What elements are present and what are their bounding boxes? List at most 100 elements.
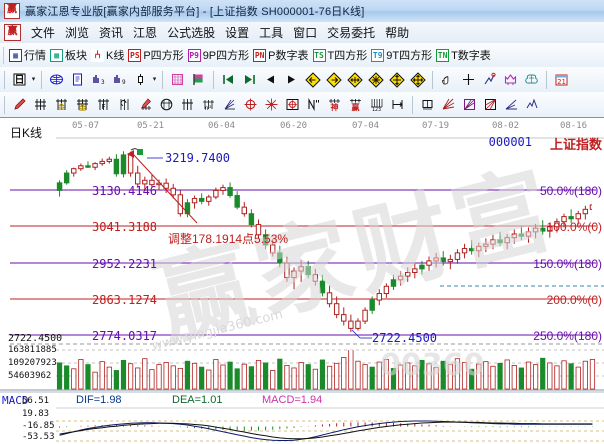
chart-area[interactable]: 赢家财富 www.yingjia360.com 00360 日K线 05-07 …: [0, 117, 604, 444]
menu-item-help[interactable]: 帮助: [385, 26, 410, 40]
menu-item-news[interactable]: 资讯: [99, 26, 124, 40]
star-burst-icon[interactable]: [262, 95, 281, 114]
gann-price-label: 2863.1274: [92, 293, 158, 307]
menu-item-file[interactable]: 文件: [31, 26, 56, 40]
box-fan-icon[interactable]: [481, 95, 500, 114]
clipboard-icon[interactable]: [68, 70, 87, 89]
gann-pct-label: 50.0%(180): [539, 184, 602, 198]
gann-gold-1-icon[interactable]: 金: [52, 95, 71, 114]
toolbar-separator: [213, 70, 214, 89]
pink-cube-icon[interactable]: [168, 70, 187, 89]
menu-item-tools[interactable]: 工具: [259, 26, 284, 40]
menu-item-settings[interactable]: 设置: [225, 26, 250, 40]
number-grid-icon[interactable]: 123: [367, 95, 386, 114]
toolbar-button-9p-square[interactable]: P9 9P四方形: [186, 46, 251, 64]
toolbar-button-kline[interactable]: ⑃ K线: [89, 46, 126, 64]
toolbar-button-t-square[interactable]: TS T四方形: [311, 46, 370, 64]
gann-f-icon[interactable]: F: [94, 95, 113, 114]
toolbar-button-sector[interactable]: ▩ 板块: [48, 46, 89, 64]
crosshair-icon[interactable]: [459, 70, 478, 89]
grid-plain-icon[interactable]: [178, 95, 197, 114]
ying-grid-icon[interactable]: 赢: [346, 95, 365, 114]
n-quote-icon[interactable]: [304, 95, 323, 114]
toolbar-separator: [162, 70, 163, 89]
scissors-curve-icon[interactable]: [480, 70, 499, 89]
globe-net-icon[interactable]: [47, 70, 66, 89]
window-titlebar: 赢 赢家江恩专业版[赢家内部服务平台] - [上证指数 SH000001-76日…: [0, 0, 604, 23]
diamond-h-icon[interactable]: [345, 70, 364, 89]
date-tick: 07-19: [422, 121, 450, 131]
toolbar-button-label: 9P四方形: [202, 50, 250, 62]
toolbar-separator: [432, 70, 433, 89]
last-frame-icon[interactable]: [240, 70, 259, 89]
brain-icon[interactable]: [522, 70, 541, 89]
toolbar-button-p-square[interactable]: PS P四方形: [126, 46, 185, 64]
svg-text:赢: 赢: [352, 102, 360, 112]
zigzag-tool-icon[interactable]: [523, 95, 542, 114]
diamond-move-icon[interactable]: [408, 70, 427, 89]
chart-period-label: 日K线: [10, 126, 43, 140]
kline-small-9-icon[interactable]: 9: [110, 70, 129, 89]
rect-tool-icon[interactable]: [418, 95, 437, 114]
circle-fan-icon[interactable]: [460, 95, 479, 114]
svg-text:n²: n²: [205, 105, 212, 112]
menu-item-gann[interactable]: 江恩: [133, 26, 158, 40]
toolbar-button-label: T数字表: [451, 50, 491, 62]
toolbar-button-p-number-table[interactable]: PN P数字表: [251, 46, 310, 64]
svg-text:F: F: [101, 103, 105, 111]
menu-item-trade-entrust[interactable]: 交易委托: [327, 26, 376, 40]
calendar-day-icon[interactable]: 日: [10, 70, 29, 89]
gann-pct-label: 150.0%(180): [533, 257, 602, 271]
hand-pan-icon[interactable]: [438, 70, 457, 89]
angle-fan-icon[interactable]: [220, 95, 239, 114]
macd-axis-label: 56.51: [22, 396, 50, 406]
gann-spiral-icon[interactable]: [115, 95, 134, 114]
toolbar-button-label: K线: [106, 50, 125, 62]
diamond-v-icon[interactable]: [387, 70, 406, 89]
toolbar-separator: [546, 70, 547, 89]
macd-axis-label: -53.53: [22, 432, 55, 442]
diamond-right-icon[interactable]: [324, 70, 343, 89]
gann-grid-icon[interactable]: [31, 95, 50, 114]
angle-tool-icon[interactable]: [502, 95, 521, 114]
menu-item-formula-stock-pick[interactable]: 公式选股: [167, 26, 216, 40]
fan-lines-icon[interactable]: [439, 95, 458, 114]
target-icon[interactable]: [241, 95, 260, 114]
pen-red-icon[interactable]: [10, 95, 29, 114]
menu-item-browse[interactable]: 浏览: [65, 26, 90, 40]
chevron-down-icon[interactable]: ▾: [31, 76, 36, 83]
first-frame-icon[interactable]: [219, 70, 238, 89]
kline-small-3-icon[interactable]: 3: [89, 70, 108, 89]
toolbar-button-label: 9T四方形: [386, 50, 433, 62]
circle-grid-icon[interactable]: [157, 95, 176, 114]
toolbar-button-9t-square[interactable]: T9 9T四方形: [369, 46, 434, 64]
gann-price-label: 2952.2231: [92, 257, 158, 271]
toolbar-separator: [4, 70, 5, 89]
volume-axis-label: 109207923: [8, 358, 57, 368]
n2-grid-icon[interactable]: n²: [199, 95, 218, 114]
pen-grid-icon[interactable]: [136, 95, 155, 114]
next-arrow-icon[interactable]: [282, 70, 301, 89]
menu-item-window[interactable]: 窗口: [293, 26, 318, 40]
chevron-down-icon-2[interactable]: ▾: [152, 76, 157, 83]
kline-icon: ⑃: [91, 48, 104, 62]
main-toolbar: ▦ 行情 ▩ 板块 ⑃ K线 PS P四方形 P9 9P四方形 PN P数字表 …: [0, 43, 604, 68]
grid-icon: ▦: [9, 48, 22, 62]
dashed-guides: [10, 285, 604, 345]
prev-arrow-icon[interactable]: [261, 70, 280, 89]
shen-grid-icon[interactable]: 神: [325, 95, 344, 114]
toolbar-button-quotes[interactable]: ▦ 行情: [7, 46, 48, 64]
calendar-21-icon[interactable]: 21: [552, 70, 571, 89]
candle-single-icon[interactable]: [131, 70, 150, 89]
t9-square-icon: T9: [371, 48, 385, 62]
toolbar-button-t-number-table[interactable]: TN T数字表: [434, 46, 493, 64]
span-arrow-icon[interactable]: [388, 95, 407, 114]
gann-gold-2-icon[interactable]: 金: [73, 95, 92, 114]
diamond-left-icon[interactable]: [303, 70, 322, 89]
svg-text:3: 3: [101, 79, 105, 86]
box-target-icon[interactable]: [283, 95, 302, 114]
crown-icon[interactable]: [501, 70, 520, 89]
flag-chart-icon[interactable]: [189, 70, 208, 89]
kline-chart-canvas[interactable]: [0, 118, 604, 444]
diamond-star-icon[interactable]: [366, 70, 385, 89]
